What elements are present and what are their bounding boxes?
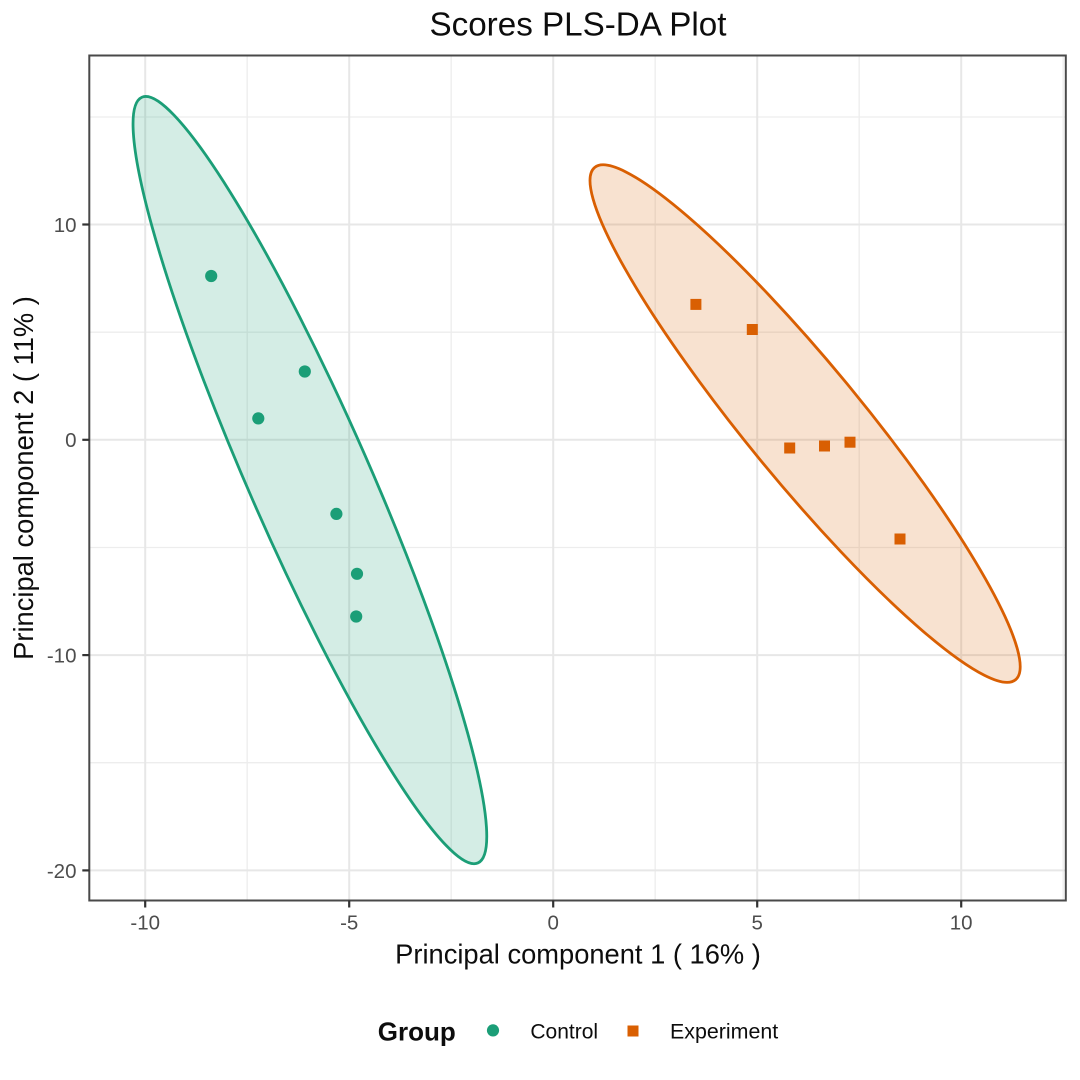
svg-text:-10: -10 [47,645,77,668]
svg-text:0: 0 [547,912,558,935]
svg-text:Principal component 1 ( 16% ): Principal component 1 ( 16% ) [395,939,761,970]
svg-text:10: 10 [950,912,973,935]
svg-text:-10: -10 [130,912,160,935]
svg-text:Group: Group [378,1017,456,1047]
svg-text:Scores PLS-DA Plot: Scores PLS-DA Plot [430,7,727,44]
svg-text:Experiment: Experiment [670,1019,778,1043]
svg-text:5: 5 [751,912,762,935]
svg-text:-20: -20 [47,860,77,883]
svg-text:-5: -5 [340,912,358,935]
svg-text:Principal component 2 ( 11% ): Principal component 2 ( 11% ) [8,296,39,660]
svg-text:Control: Control [530,1020,598,1043]
svg-text:0: 0 [65,429,76,452]
svg-text:10: 10 [54,214,77,237]
